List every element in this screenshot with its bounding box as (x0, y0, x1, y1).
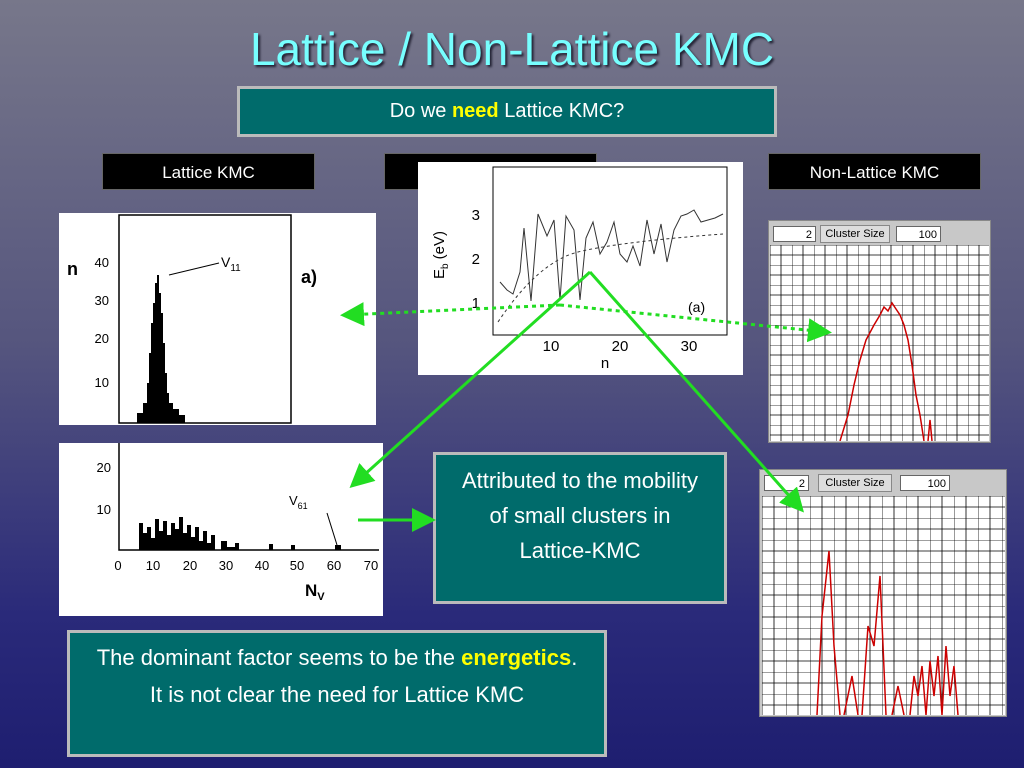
axis-label: Eb (eV) (431, 231, 451, 279)
slide-title: Lattice / Non-Lattice KMC (249, 23, 775, 75)
conclusion-box: The dominant factor seems to be the ener… (67, 630, 607, 757)
axis-label-main: E (431, 269, 448, 279)
question-text: Do we (389, 100, 447, 122)
x-tick-label: 40 (255, 558, 269, 573)
figure-plot: 40 30 20 10 n V11 a) (67, 214, 317, 424)
column-label: Non-Lattice KMC (768, 153, 981, 190)
conclusion-line: The dominant factor seems to be the ener… (82, 643, 592, 672)
figure-plot: 20 10 0 10 20 30 40 50 60 70 NV V61 (97, 443, 379, 603)
peak-label-sub: 11 (230, 263, 241, 274)
conclusion-text: . (571, 645, 578, 670)
y-tick-label: 1 (472, 295, 480, 312)
y-tick-label: 10 (95, 375, 109, 390)
field-label[interactable]: Cluster Size (820, 225, 890, 243)
figure: 3 2 1 10 20 30 n Eb (eV) (a) (418, 162, 743, 375)
axis-label-main: N (305, 581, 317, 600)
panel-label: a) (301, 267, 317, 287)
simulation-window: 2 Cluster Size 100 (759, 469, 1007, 717)
x-tick-label: 60 (327, 558, 341, 573)
callout-text: Attributed to the mobility of small clus… (461, 468, 698, 563)
figure-plot: 3 2 1 10 20 30 n Eb (eV) (a) (431, 166, 728, 372)
peak-label-main: V (221, 254, 231, 270)
ticks: 20 10 (97, 460, 111, 517)
min-field[interactable]: 2 (764, 475, 809, 491)
x-tick-label: 30 (681, 338, 698, 355)
x-tick-label: 30 (219, 558, 233, 573)
frame (118, 214, 292, 424)
peak-label: V61 (289, 493, 308, 511)
ticks: 3 2 1 (472, 207, 480, 312)
grid (762, 496, 1005, 715)
y-tick-label: 2 (472, 251, 480, 268)
axis-label: n (67, 259, 78, 279)
conclusion-emphasis: energetics (461, 645, 572, 670)
plot (770, 245, 989, 441)
x-tick-label: 20 (183, 558, 197, 573)
peak-label-sub: 61 (298, 501, 308, 511)
x-tick-label: 10 (543, 338, 560, 355)
conclusion-text: The dominant factor seems to be the (96, 645, 455, 670)
question-text: Lattice KMC? (504, 100, 625, 122)
peak-label: V11 (221, 254, 241, 274)
figure: 40 30 20 10 n V11 a) (59, 213, 376, 425)
axis-label: NV (305, 581, 325, 603)
y-tick-label: 20 (97, 460, 111, 475)
pointer (168, 262, 220, 276)
field-label[interactable]: Cluster Size (818, 474, 892, 492)
axis-label-unit: (eV) (431, 231, 448, 259)
x-tick-label: 50 (290, 558, 304, 573)
ticks: 40 30 20 10 (95, 255, 109, 390)
y-tick-label: 30 (95, 293, 109, 308)
min-field[interactable]: 2 (773, 226, 816, 242)
x-tick-label: 0 (114, 558, 121, 573)
figure: 20 10 0 10 20 30 40 50 60 70 NV V61 (59, 443, 383, 616)
axis-label-sub: b (440, 263, 451, 269)
max-field[interactable]: 100 (900, 475, 950, 491)
callout-box: Attributed to the mobility of small clus… (433, 452, 727, 604)
peak-label-main: V (289, 493, 298, 508)
plot (762, 496, 1005, 715)
simulation-window: 2 Cluster Size 100 (768, 220, 991, 443)
y-tick-label: 20 (95, 331, 109, 346)
panel-label: (a) (688, 299, 705, 315)
conclusion-line: It is not clear the need for Lattice KMC (149, 682, 525, 707)
question-emphasis: need (451, 100, 499, 122)
axis-label: n (601, 355, 609, 372)
ticks: 10 20 30 (543, 338, 698, 355)
ticks: 0 10 20 30 40 50 60 70 (114, 558, 378, 573)
histogram (137, 275, 185, 423)
max-field[interactable]: 100 (896, 226, 941, 242)
x-tick-label: 70 (364, 558, 378, 573)
x-tick-label: 10 (146, 558, 160, 573)
column-label: Lattice KMC (102, 153, 315, 190)
y-tick-label: 40 (95, 255, 109, 270)
y-tick-label: 3 (472, 207, 480, 224)
question-box: Do we need Lattice KMC? (237, 86, 777, 137)
distribution-curve (816, 550, 959, 715)
distribution-curve (839, 301, 933, 441)
grid (770, 245, 989, 441)
data-line (499, 209, 724, 302)
pointer (326, 512, 338, 546)
axis-label-sub: V (317, 591, 325, 603)
histogram (139, 517, 341, 550)
x-tick-label: 20 (612, 338, 629, 355)
y-tick-label: 10 (97, 502, 111, 517)
